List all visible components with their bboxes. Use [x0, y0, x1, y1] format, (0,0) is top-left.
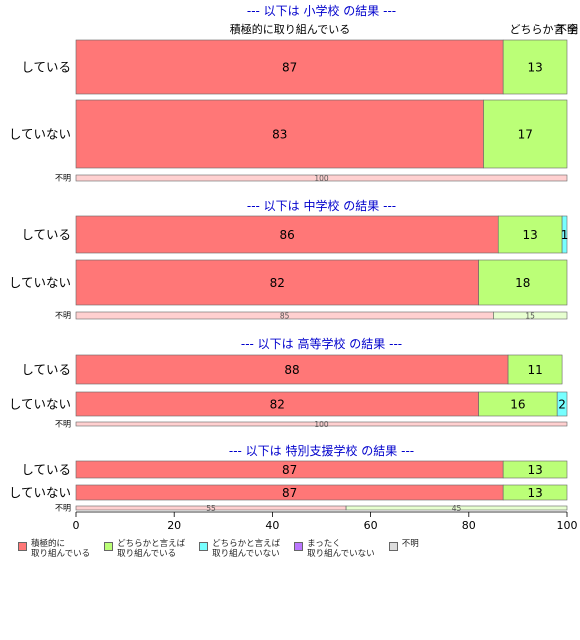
bar-segment [478, 391, 558, 417]
bar-segment [345, 505, 568, 511]
row-label: していない [9, 485, 71, 500]
data-label: 45 [452, 504, 462, 513]
row-label: している [21, 227, 71, 242]
data-label: 1 [561, 228, 569, 242]
x-tick-label: 80 [462, 519, 476, 532]
data-label: 82 [270, 276, 285, 290]
bar-segment [478, 259, 568, 306]
data-label: 87 [282, 463, 297, 477]
x-tick-label: 0 [73, 519, 80, 532]
legend-item: どちらかと言えば 取り組んでいる [104, 539, 185, 563]
top-label: 積極的に取り組んでいる [230, 22, 350, 36]
data-label: 13 [527, 463, 542, 477]
data-label: 13 [523, 228, 538, 242]
data-label: 11 [527, 363, 542, 377]
legend-swatch [104, 542, 114, 551]
bar-segment [502, 39, 568, 95]
bar-segment [561, 215, 568, 254]
legend-item: どちらかと言えば 取り組んでいない [199, 539, 280, 563]
data-label: 13 [527, 486, 542, 500]
legend-label: どちらかと言えば 取り組んでいない [212, 539, 281, 559]
legend-swatch [199, 542, 209, 551]
bar-segment [75, 259, 479, 306]
row-label: している [21, 60, 71, 75]
bar-segment [75, 99, 484, 169]
bar-segment [556, 391, 568, 417]
data-label: 15 [525, 311, 535, 320]
bar-segment [75, 174, 568, 182]
bar-segment [483, 99, 568, 169]
data-label: 100 [314, 174, 329, 183]
panel-title: --- 以下は 小学校 の結果 --- [247, 3, 396, 18]
top-label: 不明 [556, 23, 578, 36]
data-label: 82 [270, 398, 285, 412]
x-tick-label: 20 [167, 519, 181, 532]
data-label: 88 [284, 363, 299, 377]
legend-swatch [388, 542, 398, 551]
legend-label: どちらかと言えば 取り組んでいる [117, 539, 186, 559]
legend-item: 積極的に 取り組んでいる [18, 539, 90, 563]
data-label: 17 [518, 128, 533, 142]
row-label: 不明 [55, 420, 71, 429]
row-label: していない [9, 127, 71, 142]
data-label: 100 [314, 420, 329, 429]
legend: 積極的に 取り組んでいる どちらかと言えば 取り組んでいる どちらかと言えば 取り組… [18, 539, 433, 563]
data-label: 18 [515, 276, 530, 290]
data-label: 87 [282, 486, 297, 500]
row-label: していない [9, 397, 71, 412]
bar-segment [75, 391, 479, 417]
panel-title: --- 以下は 特別支援学校 の結果 --- [229, 443, 414, 458]
bar-segment [493, 311, 568, 320]
top-label: 全く [567, 22, 580, 36]
row-label: 不明 [55, 174, 71, 183]
x-tick-label: 40 [265, 519, 279, 532]
row-label: している [21, 362, 71, 377]
data-label: 86 [279, 228, 294, 242]
data-label: 85 [280, 311, 290, 320]
bar-segment [497, 215, 563, 254]
panel-title: --- 以下は 高等学校 の結果 --- [241, 336, 402, 351]
data-label: 16 [510, 398, 525, 412]
data-label: 13 [527, 61, 542, 75]
bar-segment [507, 354, 563, 385]
x-tick-label: 100 [557, 519, 578, 532]
row-label: している [21, 462, 71, 477]
legend-item: 不明 [388, 539, 419, 563]
legend-swatch [18, 542, 27, 551]
bar-segment [75, 354, 509, 385]
data-label: 83 [272, 128, 287, 142]
row-label: していない [9, 275, 71, 290]
bar-segment [75, 39, 504, 95]
bar-segment [502, 460, 568, 479]
data-label: 2 [558, 398, 566, 412]
top-label: どちらか言 [510, 23, 565, 36]
legend-label: 不明 [401, 539, 419, 549]
data-label: 55 [206, 504, 216, 513]
legend-item: まったく 取り組んでいない [294, 539, 375, 563]
legend-label: まったく 取り組んでいない [307, 539, 375, 559]
row-label: 不明 [55, 504, 71, 513]
legend-swatch [294, 542, 304, 551]
bar-segment [502, 484, 568, 501]
row-label: 不明 [55, 311, 71, 320]
bar-segment [75, 421, 568, 427]
panel-title: --- 以下は 中学校 の結果 --- [247, 198, 396, 213]
x-tick-label: 60 [364, 519, 378, 532]
legend-label: 積極的に 取り組んでいる [31, 539, 91, 559]
data-label: 87 [282, 61, 297, 75]
